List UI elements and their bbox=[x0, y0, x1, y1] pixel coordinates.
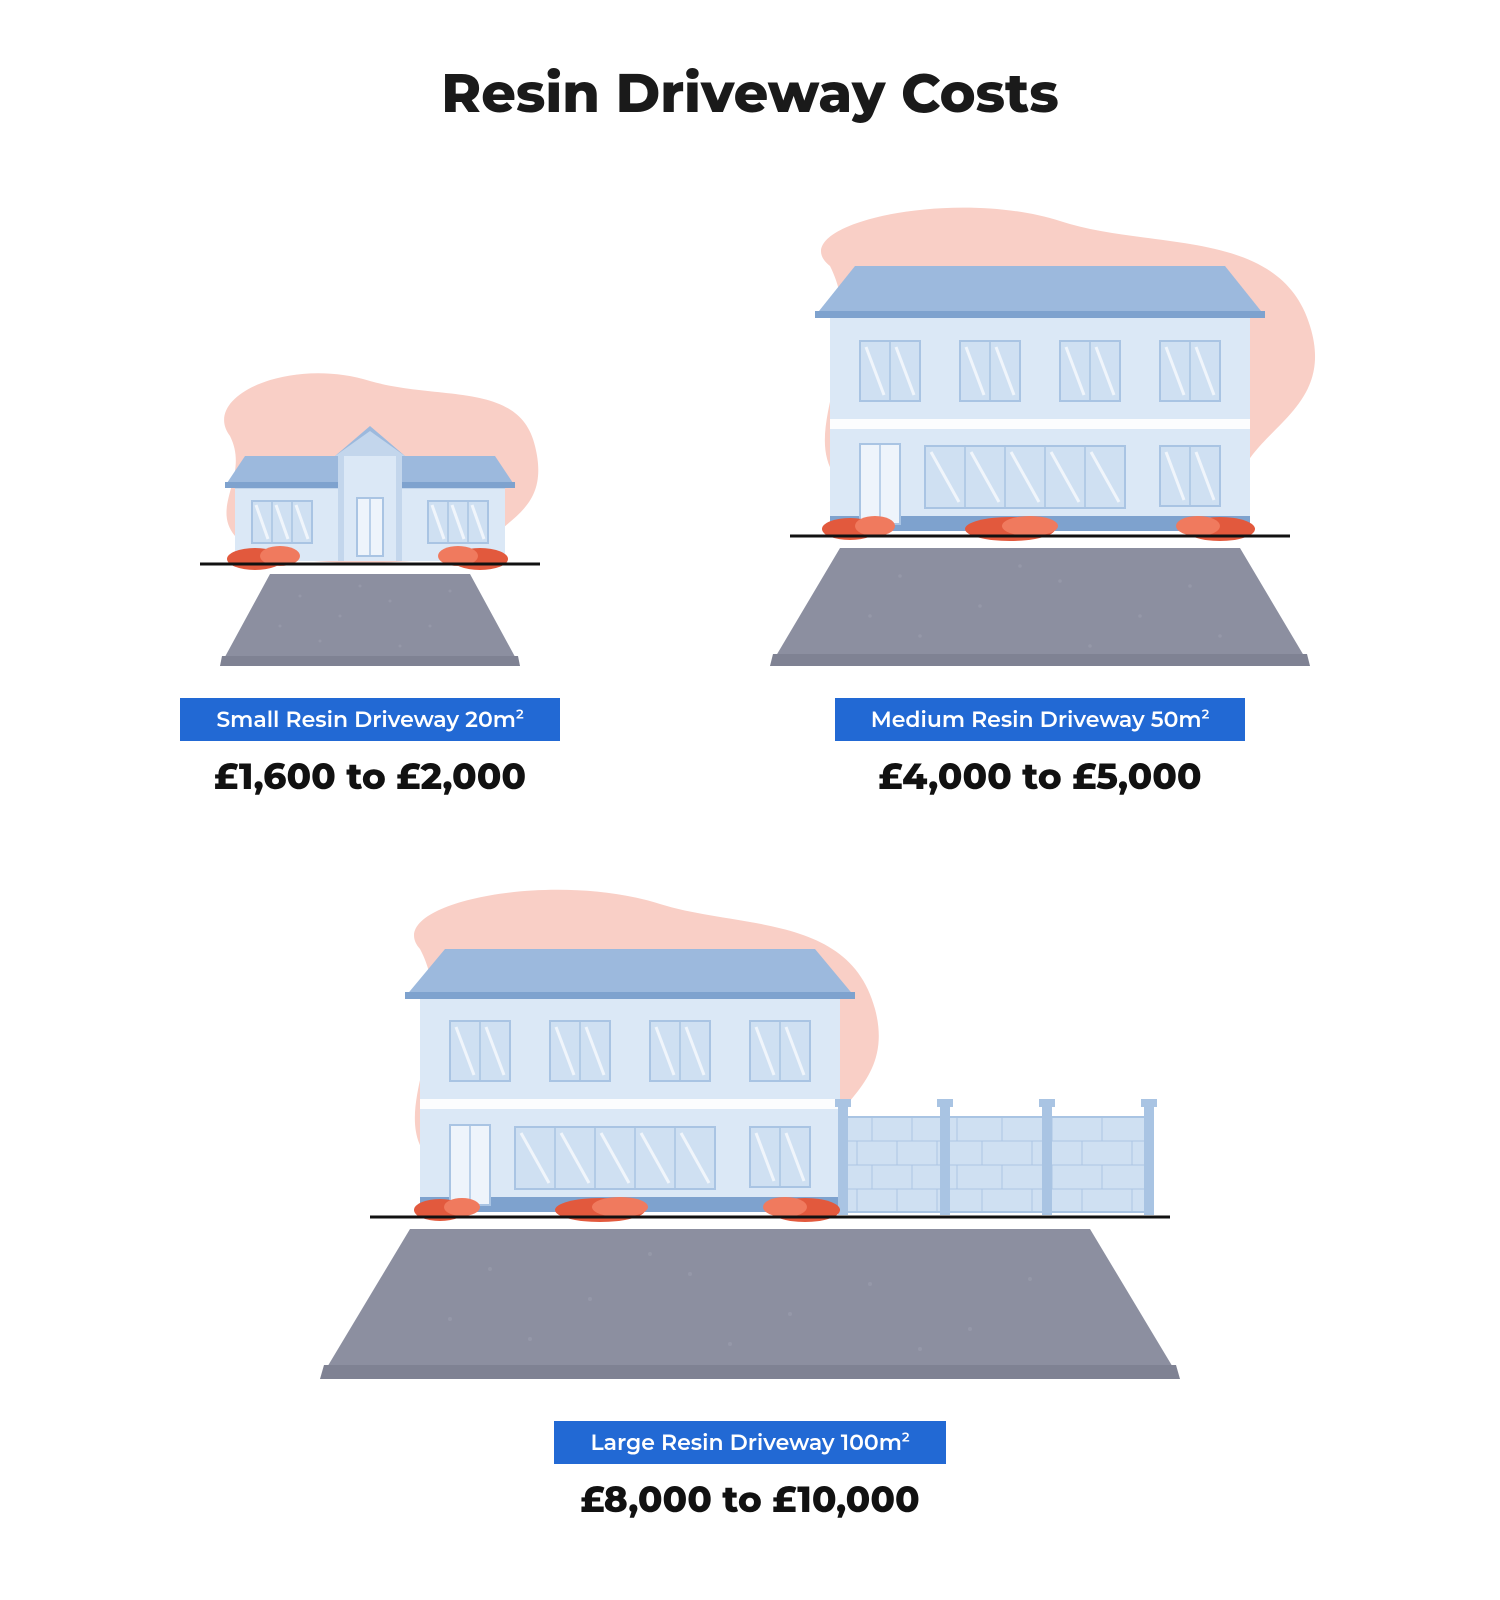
price-small: £1,600 to £2,000 bbox=[214, 755, 526, 799]
illustration-medium-house bbox=[720, 196, 1360, 686]
label-small-text: Small Resin Driveway 20m bbox=[216, 706, 516, 733]
illustration-large-house bbox=[270, 869, 1230, 1409]
label-medium-sup: 2 bbox=[1202, 707, 1210, 723]
label-medium: Medium Resin Driveway 50m2 bbox=[835, 698, 1246, 741]
bottom-row: Large Resin Driveway 100m2 £8,000 to £10… bbox=[40, 869, 1460, 1522]
card-large: Large Resin Driveway 100m2 £8,000 to £10… bbox=[270, 869, 1230, 1522]
label-medium-text: Medium Resin Driveway 50m bbox=[871, 706, 1202, 733]
card-small: Small Resin Driveway 20m2 £1,600 to £2,0… bbox=[140, 326, 600, 799]
top-row: Small Resin Driveway 20m2 £1,600 to £2,0… bbox=[40, 196, 1460, 799]
price-large: £8,000 to £10,000 bbox=[580, 1478, 919, 1522]
label-large-text: Large Resin Driveway 100m bbox=[590, 1429, 901, 1456]
price-medium: £4,000 to £5,000 bbox=[878, 755, 1201, 799]
label-large: Large Resin Driveway 100m2 bbox=[554, 1421, 945, 1464]
label-small: Small Resin Driveway 20m2 bbox=[180, 698, 559, 741]
page-title: Resin Driveway Costs bbox=[40, 60, 1460, 126]
illustration-small-house bbox=[140, 326, 600, 686]
label-large-sup: 2 bbox=[902, 1430, 910, 1446]
label-small-sup: 2 bbox=[516, 707, 524, 723]
card-medium: Medium Resin Driveway 50m2 £4,000 to £5,… bbox=[720, 196, 1360, 799]
